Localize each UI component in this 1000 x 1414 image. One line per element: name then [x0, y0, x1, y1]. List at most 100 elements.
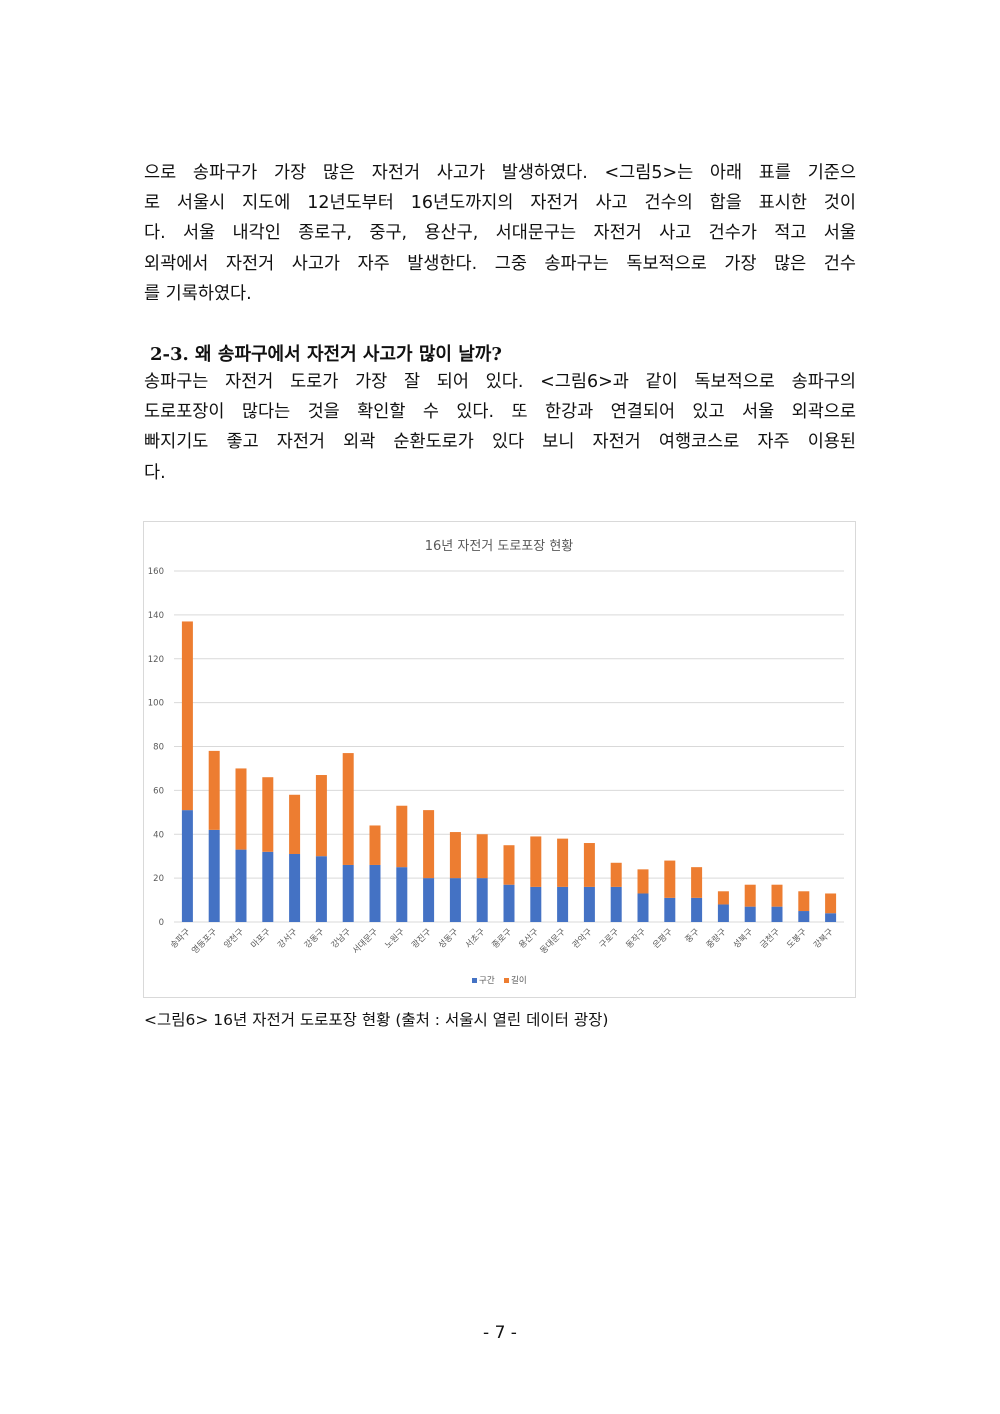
bar-segment-2	[315, 775, 327, 857]
bar-segment-2	[744, 884, 756, 907]
x-tick-label: 양천구	[222, 926, 246, 950]
x-tick-label: 강서구	[275, 926, 299, 950]
bar-segment-1	[637, 893, 649, 922]
bar-segment-2	[235, 768, 247, 850]
figure-caption: <그림6> 16년 자전거 도로포장 현황 (출처 : 서울시 열린 데이터 광…	[144, 1011, 609, 1029]
text-line: 빠지기도 좋고 자전거 외곽 순환도로가 있다 보니 자전거 여행코스로 자주 …	[144, 432, 856, 453]
bar-segment-1	[342, 864, 354, 922]
text-line: 다.	[144, 462, 166, 483]
bar-segment-1	[530, 886, 542, 922]
bar-segment-1	[262, 851, 274, 922]
body-paragraph-1: 으로 송파구가 가장 많은 자전거 사고가 발생하였다. <그림5>는 아래 표…	[144, 158, 856, 309]
stacked-bar-chart: 16년 자전거 도로포장 현황 0 20 40 60 80 100 120 140 160 송파…	[148, 539, 844, 986]
bar-segment-2	[610, 862, 622, 887]
y-axis-ticks: 0 20 40 60 80 100 120 140 160	[148, 567, 164, 928]
bar-segment-2	[583, 843, 595, 887]
x-tick-label: 송파구	[169, 927, 193, 951]
text-line: 로 서울시 지도에 12년도부터 16년도까지의 자전거 사고 건수의 합을 표…	[144, 193, 856, 214]
x-tick-label: 광진구	[409, 926, 433, 950]
bar-segment-2	[369, 825, 381, 865]
bar-segment-1	[583, 886, 595, 922]
x-tick-label: 성동구	[437, 927, 461, 951]
x-tick-label: 마포구	[249, 927, 273, 951]
legend-swatch	[472, 978, 477, 983]
bar-segment-2	[449, 832, 461, 879]
y-tick-label: 120	[148, 655, 164, 665]
bar-segment-1	[557, 886, 569, 922]
bar-segment-2	[717, 891, 729, 905]
y-tick-label: 100	[148, 699, 164, 709]
x-tick-label: 용산구	[517, 926, 541, 950]
bar-segment-2	[798, 891, 810, 912]
bar-segment-1	[691, 897, 703, 922]
x-tick-label: 중구	[684, 927, 702, 945]
bar-segment-1	[771, 906, 783, 922]
bar-segment-1	[289, 853, 301, 922]
bar-segment-2	[691, 867, 703, 898]
bar-segment-2	[825, 893, 837, 914]
legend-swatch	[504, 978, 509, 983]
gridlines	[174, 570, 844, 923]
x-tick-label: 금천구	[758, 926, 782, 950]
x-tick-label: 도봉구	[785, 927, 809, 951]
bar-segment-2	[530, 836, 542, 887]
text-line: 도로포장이 많다는 것을 확인할 수 있다. 또 한강과 연결되어 있고 서울 …	[144, 402, 856, 423]
x-tick-label: 영등포구	[189, 926, 219, 956]
bar-segment-1	[235, 849, 247, 922]
x-tick-label: 종로구	[490, 927, 514, 951]
x-tick-label: 강동구	[302, 926, 326, 950]
legend: 구간 길이	[472, 975, 527, 986]
chart-container: 16년 자전거 도로포장 현황 0 20 40 60 80 100 120 140 160 송파…	[143, 521, 856, 998]
bar-segment-2	[289, 794, 301, 854]
text-line: 외곽에서 자전거 사고가 자주 발생한다. 그중 송파구는 독보적으로 가장 많…	[144, 253, 856, 274]
x-tick-label: 중랑구	[704, 926, 728, 950]
text-line: 송파구는 자전거 도로가 가장 잘 되어 있다. <그림6>과 같이 독보적으로…	[144, 372, 856, 392]
x-tick-label: 은평구	[651, 926, 675, 950]
y-tick-label: 0	[159, 918, 164, 928]
x-tick-label: 동대문구	[539, 927, 568, 956]
x-tick-label: 구로구	[598, 927, 622, 951]
x-tick-label: 서대문구	[351, 927, 380, 956]
y-tick-label: 20	[153, 874, 164, 884]
bar-segment-1	[181, 810, 193, 922]
section-heading: 2-3. 왜 송파구에서 자전거 사고가 많이 날까?	[150, 344, 502, 365]
bar-segment-1	[423, 878, 435, 922]
bar-segment-1	[717, 904, 729, 922]
y-tick-label: 140	[148, 611, 164, 621]
text-line: 다. 서울 내각인 종로구, 중구, 용산구, 서대문구는 자전거 사고 건수가…	[144, 223, 856, 244]
bar-segment-2	[396, 805, 408, 868]
page-number: - 7 -	[483, 1323, 517, 1343]
bar-segment-1	[396, 867, 408, 922]
bar-segment-1	[610, 886, 622, 922]
y-tick-label: 60	[153, 786, 164, 796]
bar-segment-1	[369, 864, 381, 922]
y-tick-label: 160	[148, 567, 164, 577]
bar-segment-2	[503, 845, 515, 885]
x-tick-label: 노원구	[383, 927, 407, 951]
x-tick-label: 관악구	[570, 926, 594, 950]
bar-segment-1	[503, 884, 515, 922]
bar-segment-1	[798, 911, 810, 922]
bar-segment-2	[476, 834, 488, 879]
bar-segment-2	[664, 860, 676, 898]
bar-segment-2	[208, 750, 220, 830]
bar-segment-1	[315, 856, 327, 922]
bar-segment-1	[208, 829, 220, 922]
bars	[181, 621, 837, 922]
text-line: 를 기록하였다.	[144, 283, 252, 304]
x-tick-label: 동작구	[624, 926, 648, 950]
body-paragraph-2: 송파구는 자전거 도로가 가장 잘 되어 있다. <그림6>과 같이 독보적으로…	[144, 367, 856, 488]
bar-segment-1	[476, 878, 488, 922]
legend-label: 길이	[511, 975, 527, 986]
bar-segment-2	[262, 777, 274, 852]
bar-segment-1	[825, 913, 837, 922]
bar-segment-2	[181, 621, 193, 811]
text-line: 으로 송파구가 가장 많은 자전거 사고가 발생하였다. <그림5>는 아래 표…	[144, 163, 856, 183]
bar-segment-1	[664, 897, 676, 922]
x-tick-label: 강북구	[811, 926, 835, 950]
y-tick-label: 80	[153, 743, 164, 753]
bar-segment-2	[423, 810, 435, 879]
bar-segment-2	[342, 753, 354, 865]
bar-segment-2	[637, 869, 649, 894]
